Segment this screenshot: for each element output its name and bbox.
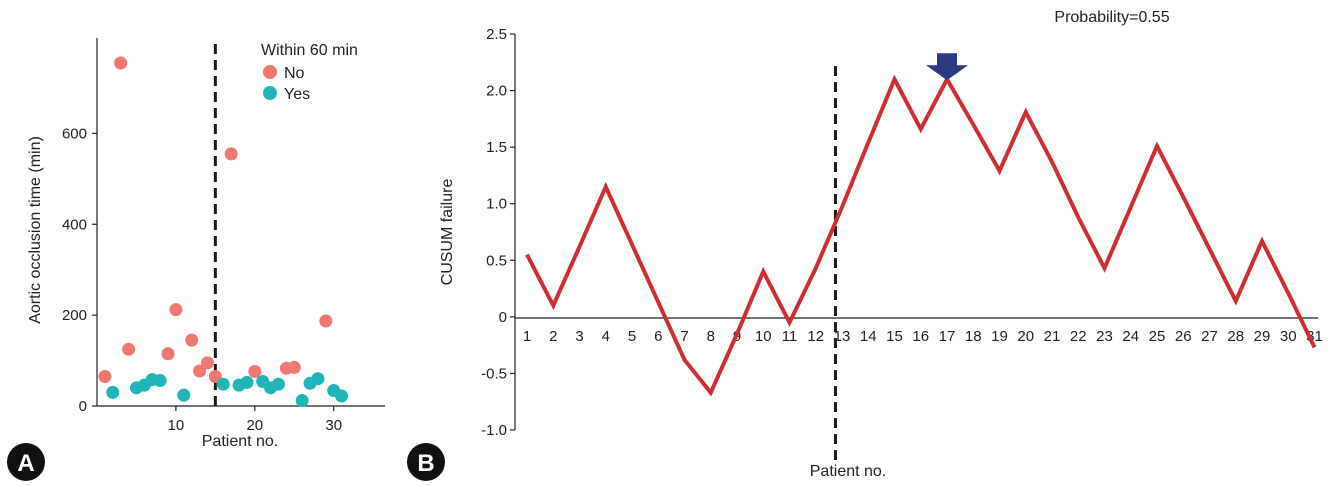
- scatter-point-yes: [335, 389, 349, 403]
- x-tick-label: 11: [782, 328, 798, 345]
- scatter-point-no: [200, 356, 214, 370]
- x-tick-label: 29: [1254, 328, 1271, 345]
- scatter-point-yes: [216, 377, 230, 391]
- y-tick-label: 600: [62, 125, 87, 142]
- y-tick-label: -0.5: [481, 365, 507, 382]
- x-tick-label: 15: [886, 328, 903, 345]
- x-tick-label: 8: [707, 328, 715, 345]
- scatter-point-no: [193, 364, 207, 378]
- cusum-line: [525, 74, 1317, 397]
- x-tick-label: 20: [246, 417, 263, 434]
- y-axis-title: Aortic occlusion time (min): [27, 136, 44, 324]
- x-axis-title: Patient no.: [202, 433, 279, 450]
- scatter-point-no: [98, 369, 112, 383]
- panel-a-label: A: [17, 450, 34, 477]
- legend-label-no: No: [284, 65, 305, 82]
- chart-panel-b: 2.52.01.51.00.50-0.5-1.01 2 3 4 5 6 7 8 9 10 11 12 1…: [407, 9, 1323, 481]
- scatter-point-no: [224, 147, 238, 161]
- y-tick-label: 2.0: [486, 83, 507, 100]
- y-tick-label: 1.5: [486, 139, 507, 156]
- x-tick-label: 10: [168, 417, 185, 434]
- panel-b-badge: [407, 443, 445, 481]
- y-tick-label: 200: [62, 307, 87, 324]
- y-tick-label: 0: [499, 309, 507, 326]
- x-tick-label: 3: [575, 328, 583, 345]
- x-tick-label: 4: [602, 328, 610, 345]
- probability-annotation: Probability=0.55: [1054, 9, 1169, 26]
- scatter-point-yes: [177, 388, 191, 402]
- x-tick-label: 6: [654, 328, 662, 345]
- x-tick-label: 23: [1096, 328, 1113, 345]
- scatter-point-no: [161, 347, 175, 361]
- x-tick-label: 20: [1017, 328, 1034, 345]
- scatter-point-yes: [153, 374, 167, 388]
- x-tick-label: 16: [912, 328, 929, 345]
- y-tick-label: 0: [79, 398, 87, 415]
- panel-b-label: B: [417, 450, 434, 477]
- legend-marker-yes: [263, 86, 277, 100]
- scatter-point-no: [248, 364, 262, 378]
- scatter-point-no: [122, 342, 136, 356]
- x-tick-label: 26: [1175, 328, 1192, 345]
- scatter-point-no: [319, 314, 333, 328]
- x-tick-label: 24: [1122, 328, 1139, 345]
- down-arrow-icon: [926, 53, 968, 81]
- x-tick-label: 5: [628, 328, 636, 345]
- x-tick-label: 30: [1280, 328, 1297, 345]
- x-tick-label: 30: [325, 417, 342, 434]
- panel-a-badge: [7, 443, 45, 481]
- x-tick-label: 21: [1044, 328, 1061, 345]
- legend-label-yes: Yes: [284, 86, 310, 103]
- chart-panel-a: 0 200 400 600 10 20 30 Patient no. Aortic occlus…: [7, 38, 385, 481]
- x-tick-label: 14: [860, 328, 877, 345]
- scatter-point-no: [114, 56, 128, 70]
- y-tick-label: 400: [62, 216, 87, 233]
- scatter-point-yes: [271, 377, 285, 391]
- x-tick-label: 12: [807, 328, 824, 345]
- scatter-point-yes: [106, 385, 120, 399]
- legend-title: Within 60 min: [261, 42, 358, 59]
- scatter-point-yes: [311, 372, 325, 386]
- x-tick-label: 22: [1070, 328, 1087, 345]
- x-tick-label: 27: [1201, 328, 1218, 345]
- x-tick-label: 18: [965, 328, 982, 345]
- x-tick-label: 10: [755, 328, 772, 345]
- x-tick-label: 1: [523, 328, 531, 345]
- x-tick-label: 2: [549, 328, 557, 345]
- x-tick-label: 25: [1149, 328, 1166, 345]
- x-tick-label: 19: [991, 328, 1008, 345]
- y-axis-title: CUSUM failure: [439, 179, 456, 286]
- scatter-point-yes: [295, 394, 309, 408]
- x-tick-label: 7: [680, 328, 688, 345]
- scatter-point-no: [287, 360, 301, 374]
- x-axis-title: Patient no.: [810, 463, 887, 480]
- y-tick-label: 2.5: [486, 26, 507, 43]
- y-tick-label: -1.0: [481, 422, 507, 439]
- x-tick-label: 13: [834, 328, 851, 345]
- scatter-point-no: [169, 303, 183, 317]
- scatter-point-no: [185, 333, 199, 347]
- y-tick-label: 1.0: [486, 196, 507, 213]
- x-tick-label: 17: [939, 328, 956, 345]
- x-tick-label: 28: [1227, 328, 1244, 345]
- scatter-point-yes: [240, 375, 254, 389]
- legend-marker-no: [263, 65, 277, 79]
- y-tick-label: 0.5: [486, 252, 507, 269]
